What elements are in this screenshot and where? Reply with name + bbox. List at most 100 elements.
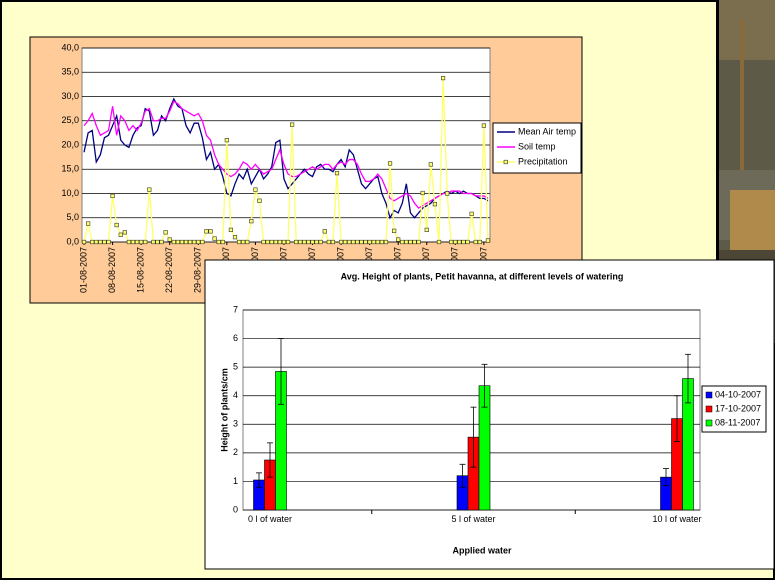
point-marker	[326, 239, 331, 245]
y-tick-label: 0,0	[66, 236, 79, 246]
point-marker	[175, 239, 180, 245]
y-tick-label: 25,0	[61, 115, 79, 125]
point-marker	[343, 239, 348, 245]
point-marker	[457, 239, 462, 245]
point-marker	[86, 221, 91, 226]
legend-swatch	[705, 391, 713, 399]
point-marker	[90, 239, 95, 245]
legend-label: Mean Air temp	[518, 126, 576, 136]
point-marker	[236, 239, 242, 245]
y-tick-label: 15,0	[61, 164, 79, 174]
legend-box	[701, 385, 767, 433]
x-tick-label-box: 0 l of water	[248, 514, 292, 524]
point-marker	[310, 239, 315, 245]
point-marker	[171, 239, 176, 245]
point-marker	[167, 237, 172, 242]
point-marker	[285, 239, 291, 245]
series-line	[83, 100, 489, 209]
chart-title: Avg. Height of plants, Petit havanna, at…	[341, 271, 624, 281]
point-marker	[81, 239, 87, 245]
point-marker	[440, 75, 446, 81]
point-marker	[379, 239, 384, 245]
point-marker	[294, 239, 299, 245]
point-marker	[330, 239, 336, 245]
point-marker	[265, 239, 270, 245]
point-marker	[281, 239, 287, 245]
legend-label: 04-10-2007	[715, 389, 761, 399]
point-marker	[253, 187, 258, 192]
point-marker	[159, 239, 164, 245]
photo-box	[730, 190, 775, 250]
legend-label: Precipitation	[518, 156, 568, 166]
point-marker	[314, 239, 319, 245]
x-tick-label: 01-08-2007	[78, 247, 88, 293]
point-marker	[212, 236, 217, 241]
legend-swatch	[705, 405, 713, 413]
point-marker	[183, 239, 189, 245]
y-tick-label: 40,0	[61, 42, 79, 52]
point-marker	[139, 239, 144, 245]
y-tick-label: 35,0	[61, 67, 79, 77]
point-marker	[363, 239, 368, 245]
point-marker	[273, 239, 278, 245]
point-marker	[110, 193, 115, 199]
point-marker	[228, 227, 234, 232]
point-marker	[306, 239, 311, 245]
point-marker	[404, 239, 409, 245]
x-tick-label: 10 l of water	[652, 514, 702, 524]
point-marker	[383, 239, 389, 245]
point-marker	[396, 237, 401, 242]
x-tick-label: 15-08-2007	[136, 247, 146, 293]
point-marker	[232, 235, 238, 240]
point-marker	[465, 239, 470, 245]
point-marker	[277, 239, 282, 245]
point-marker	[122, 230, 127, 235]
x-axis-title: Applied water	[452, 545, 512, 555]
point-marker	[188, 239, 193, 245]
point-marker	[245, 239, 250, 245]
point-marker	[359, 239, 364, 245]
point-marker	[392, 228, 397, 233]
point-marker	[143, 239, 148, 245]
point-marker	[461, 239, 466, 245]
y-tick-label: 3	[233, 419, 238, 429]
point-marker	[216, 239, 221, 245]
point-marker	[351, 239, 356, 245]
point-marker	[114, 222, 119, 228]
point-marker	[424, 227, 429, 232]
point-marker	[118, 232, 123, 237]
point-marker	[408, 239, 413, 245]
legend-swatch	[705, 419, 713, 427]
point-marker	[420, 190, 425, 196]
point-marker	[347, 239, 352, 245]
point-marker	[106, 239, 111, 245]
point-marker	[375, 239, 380, 245]
point-marker	[481, 123, 486, 128]
point-marker	[163, 230, 168, 235]
point-marker	[134, 239, 140, 245]
point-marker	[102, 239, 107, 245]
point-marker	[432, 202, 438, 207]
point-marker	[473, 239, 478, 245]
legend-label: 08-11-2007	[715, 417, 760, 427]
photo-trees	[719, 0, 775, 60]
legend-marker	[503, 159, 508, 165]
point-marker	[338, 239, 344, 245]
point-marker	[94, 239, 99, 245]
point-marker	[155, 239, 160, 245]
y-tick-label: 5,0	[66, 212, 79, 222]
point-marker	[179, 239, 185, 245]
y-tick-label: 4	[233, 390, 238, 400]
y-tick-label: 30,0	[61, 91, 79, 101]
y-tick-label: 20,0	[61, 139, 79, 149]
point-marker	[147, 187, 152, 192]
point-marker	[130, 239, 136, 245]
point-marker	[298, 239, 303, 245]
point-marker	[416, 239, 421, 245]
y-axis-title: Height of plants/cm	[219, 368, 229, 452]
x-tick-label: 5 l of water	[451, 514, 496, 524]
y-tick-label: 0	[233, 504, 238, 514]
x-tick-label: 08-08-2007	[107, 247, 117, 293]
point-marker	[224, 138, 229, 143]
point-marker	[428, 162, 433, 167]
